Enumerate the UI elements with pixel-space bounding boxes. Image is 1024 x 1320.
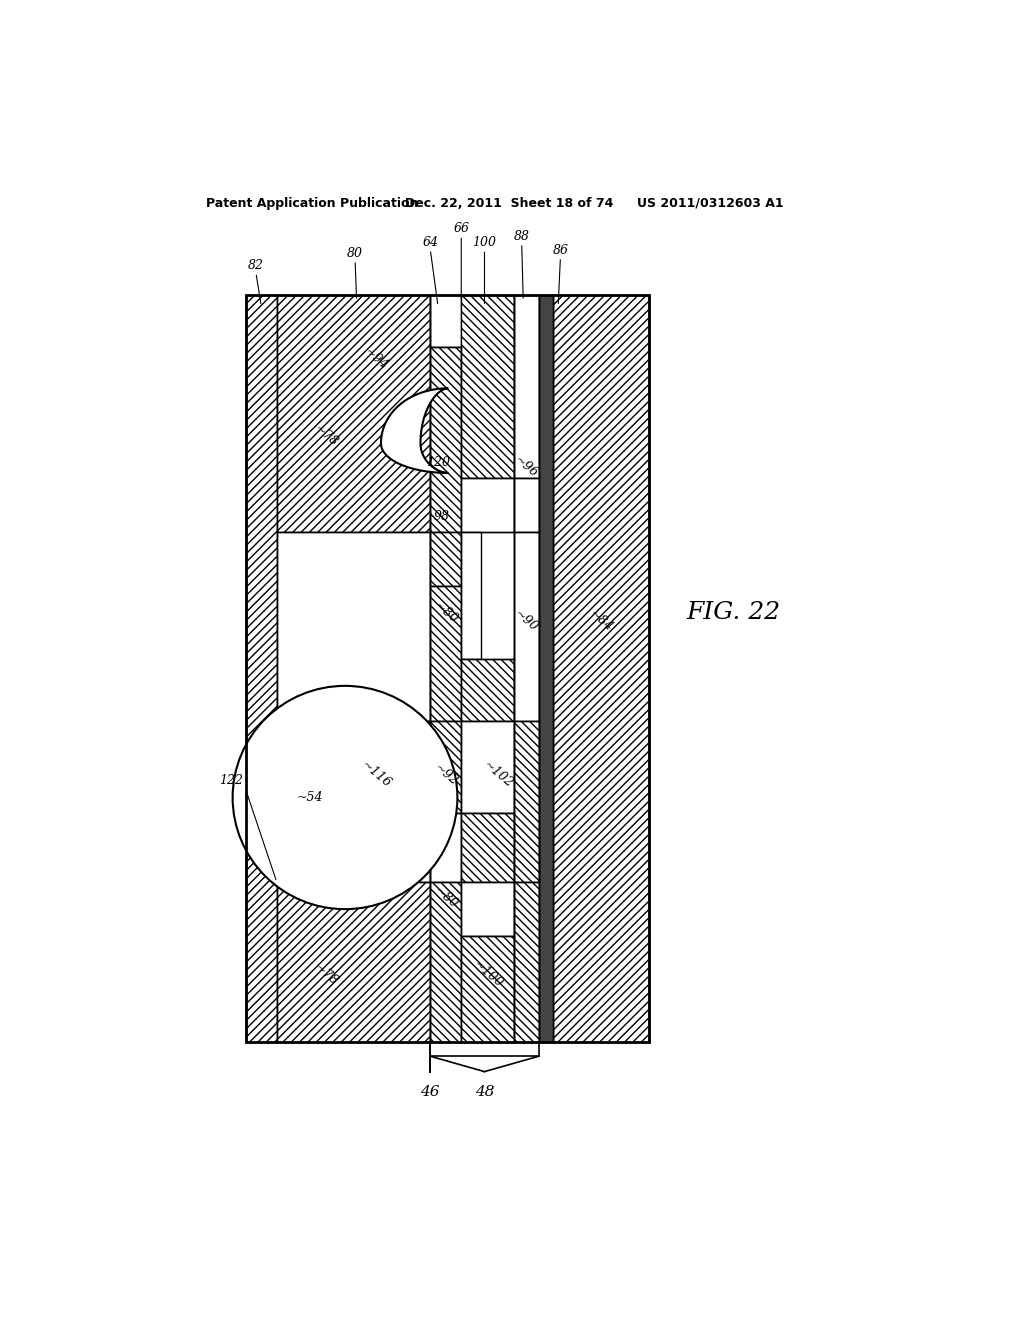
Bar [461, 882, 514, 936]
Bar [430, 882, 461, 1043]
Bar [514, 296, 539, 478]
Text: 80: 80 [347, 247, 364, 260]
Text: ~78: ~78 [311, 961, 340, 989]
Bar [276, 296, 539, 1043]
Text: ~94: ~94 [361, 345, 390, 372]
Bar [430, 532, 461, 586]
Bar [246, 296, 276, 1043]
Bar [276, 296, 430, 532]
Text: 120: 120 [426, 455, 450, 469]
Bar [430, 296, 461, 347]
Bar [276, 532, 430, 721]
Bar [430, 347, 461, 532]
Text: 100: 100 [472, 236, 497, 249]
Bar [461, 296, 514, 478]
Text: 122: 122 [219, 774, 243, 787]
Bar [461, 721, 514, 813]
Circle shape [232, 686, 458, 909]
Bar [430, 586, 461, 721]
Text: ~54: ~54 [297, 791, 324, 804]
Bar [539, 296, 553, 1043]
Text: Patent Application Publication: Patent Application Publication [206, 197, 418, 210]
Bar [276, 721, 430, 882]
Text: 48: 48 [475, 1085, 495, 1100]
Text: ~102: ~102 [481, 758, 516, 791]
Bar [461, 478, 514, 532]
Text: ~92: ~92 [431, 760, 460, 788]
Bar [514, 721, 539, 882]
Text: Dec. 22, 2011  Sheet 18 of 74: Dec. 22, 2011 Sheet 18 of 74 [406, 197, 613, 210]
Text: 86: 86 [553, 244, 568, 257]
Text: ~78: ~78 [311, 422, 340, 449]
Bar [553, 296, 649, 1043]
Text: FIG. 22: FIG. 22 [686, 601, 780, 624]
Text: 82: 82 [248, 259, 264, 272]
Text: ~80: ~80 [431, 599, 460, 626]
Text: ~100: ~100 [471, 958, 506, 991]
Text: 64: 64 [422, 236, 438, 249]
Bar [514, 532, 539, 721]
Bar [461, 532, 480, 659]
Text: ~84: ~84 [587, 607, 615, 634]
Text: ~80: ~80 [431, 884, 460, 911]
Text: US 2011/0312603 A1: US 2011/0312603 A1 [637, 197, 783, 210]
Bar [430, 813, 461, 882]
Text: 98: 98 [434, 510, 450, 523]
Text: ~96: ~96 [512, 453, 541, 480]
Bar [514, 478, 539, 532]
Bar [430, 721, 461, 813]
Bar [461, 936, 514, 1043]
Text: ~90: ~90 [512, 607, 541, 634]
Bar [461, 813, 514, 882]
Text: ~116: ~116 [358, 758, 393, 791]
Bar [461, 659, 514, 721]
Bar [246, 296, 649, 1043]
Text: 88: 88 [514, 230, 529, 243]
Bar [276, 882, 430, 1043]
Text: 46: 46 [421, 1085, 440, 1100]
Bar [514, 882, 539, 1043]
Text: 66: 66 [454, 222, 469, 235]
Polygon shape [381, 388, 449, 473]
